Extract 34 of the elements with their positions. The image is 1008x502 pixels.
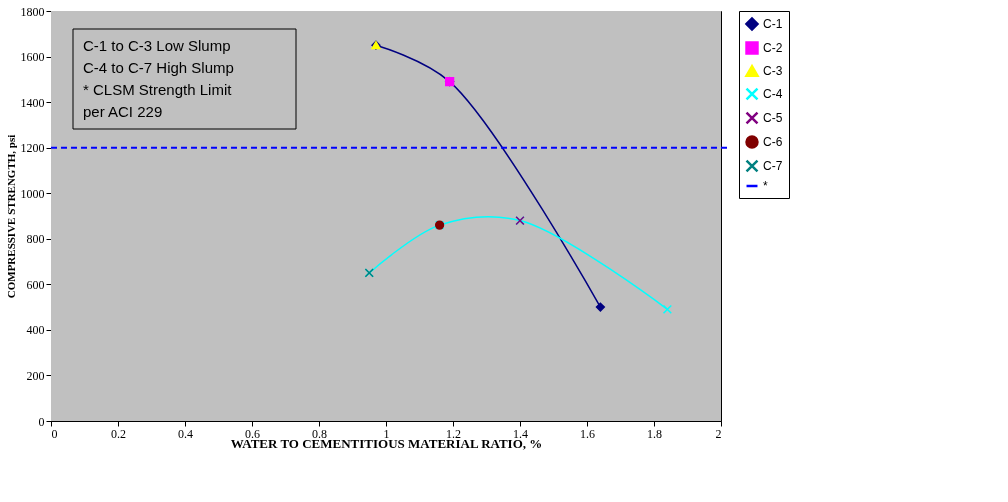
x-tick-label: 1.4 xyxy=(513,426,528,441)
legend-label: C-5 xyxy=(763,111,783,125)
annotation: * CLSM Strength Limit xyxy=(83,81,233,98)
x-tick-label: 1.8 xyxy=(647,426,662,441)
annotation: per ACI 229 xyxy=(83,103,163,120)
legend-label: C-7 xyxy=(763,159,783,173)
legend-label: C-1 xyxy=(763,17,783,31)
legend-label: C-2 xyxy=(763,41,783,55)
y-tick-label: 1800 xyxy=(20,4,45,19)
legend-label: * xyxy=(763,179,768,193)
y-tick-label: 1000 xyxy=(20,186,45,201)
legend-label: C-3 xyxy=(763,64,783,78)
x-tick-label: 1.2 xyxy=(446,426,461,441)
annotation: C-1 to C-3 Low Slump xyxy=(83,37,231,54)
annotation: C-4 to C-7 High Slump xyxy=(83,59,234,76)
y-axis-title: COMPRESSIVE STRENGTH, psi xyxy=(4,134,17,299)
y-tick-label: 0 xyxy=(38,414,45,429)
legend-label: C-6 xyxy=(763,135,783,149)
y-tick-label: 1600 xyxy=(20,50,45,65)
x-tick-label: 0.4 xyxy=(178,426,193,441)
y-tick-label: 600 xyxy=(26,277,45,292)
legend-label: C-4 xyxy=(763,87,783,101)
y-tick-label: 1400 xyxy=(20,95,45,110)
x-tick-label: 0 xyxy=(51,426,58,441)
y-tick-label: 400 xyxy=(26,323,45,338)
x-tick-label: 0.2 xyxy=(111,426,126,441)
y-tick-label: 1200 xyxy=(20,141,45,156)
y-tick-label: 200 xyxy=(26,368,45,383)
x-tick-label: 2 xyxy=(715,426,722,441)
x-tick-label: 0.6 xyxy=(245,426,260,441)
x-tick-label: 1.6 xyxy=(580,426,595,441)
y-tick-label: 800 xyxy=(26,232,45,247)
x-tick-label: 1 xyxy=(383,426,390,441)
x-tick-label: 0.8 xyxy=(312,426,327,441)
